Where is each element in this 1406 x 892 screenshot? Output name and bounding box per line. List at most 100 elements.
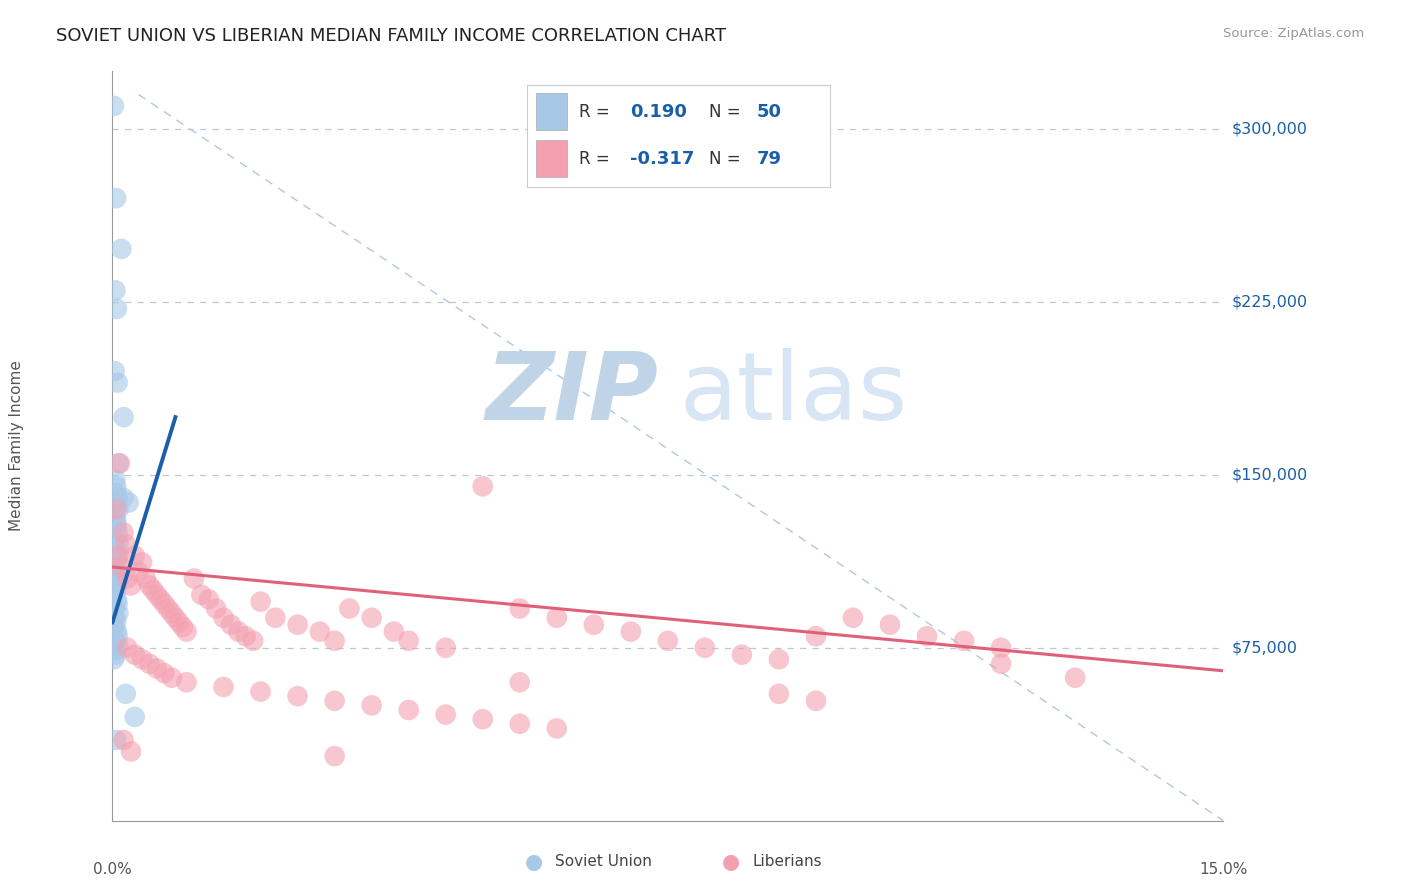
Text: atlas: atlas bbox=[679, 348, 908, 440]
Text: 79: 79 bbox=[756, 150, 782, 168]
Point bbox=[249, 684, 271, 698]
Point bbox=[135, 572, 157, 586]
Text: ZIP: ZIP bbox=[485, 348, 658, 440]
Point bbox=[103, 652, 125, 666]
Point bbox=[114, 537, 136, 551]
Point bbox=[103, 99, 125, 113]
Point bbox=[172, 620, 194, 634]
Point bbox=[138, 578, 160, 592]
Point bbox=[205, 601, 228, 615]
Point bbox=[104, 611, 127, 625]
Point bbox=[990, 657, 1012, 671]
Point bbox=[546, 722, 568, 736]
Point bbox=[212, 611, 235, 625]
Point bbox=[219, 617, 242, 632]
Point bbox=[127, 565, 149, 579]
Point bbox=[242, 633, 264, 648]
Point bbox=[323, 694, 346, 708]
Point bbox=[104, 643, 127, 657]
Point bbox=[264, 611, 287, 625]
Text: -0.317: -0.317 bbox=[630, 150, 695, 168]
Point bbox=[105, 486, 128, 500]
Point bbox=[107, 502, 129, 516]
Point bbox=[693, 640, 716, 655]
Point bbox=[360, 611, 382, 625]
Point bbox=[212, 680, 235, 694]
Point bbox=[104, 495, 127, 509]
Point bbox=[104, 633, 127, 648]
Point bbox=[804, 629, 827, 643]
Point bbox=[103, 588, 125, 602]
Bar bbox=[536, 140, 567, 177]
Point bbox=[107, 491, 129, 505]
Point bbox=[120, 578, 142, 592]
Text: Liberians: Liberians bbox=[752, 855, 823, 869]
Point bbox=[953, 633, 976, 648]
Point bbox=[131, 652, 153, 666]
Point bbox=[124, 710, 146, 724]
Point bbox=[104, 533, 127, 547]
Point bbox=[117, 572, 139, 586]
Point bbox=[105, 733, 128, 747]
Text: 50: 50 bbox=[756, 103, 782, 121]
Point bbox=[105, 624, 128, 639]
Point bbox=[157, 601, 180, 615]
Text: 0.190: 0.190 bbox=[630, 103, 688, 121]
Point bbox=[990, 640, 1012, 655]
Point bbox=[104, 569, 127, 583]
Point bbox=[114, 687, 136, 701]
Point bbox=[107, 574, 129, 588]
Text: ●: ● bbox=[723, 852, 740, 871]
Text: ●: ● bbox=[526, 852, 543, 871]
Point bbox=[768, 687, 790, 701]
Point bbox=[434, 640, 457, 655]
Point bbox=[118, 495, 141, 509]
Point bbox=[112, 491, 135, 505]
Point bbox=[398, 633, 420, 648]
Point bbox=[104, 578, 127, 592]
Text: SOVIET UNION VS LIBERIAN MEDIAN FAMILY INCOME CORRELATION CHART: SOVIET UNION VS LIBERIAN MEDIAN FAMILY I… bbox=[56, 27, 727, 45]
Point bbox=[287, 617, 309, 632]
Point bbox=[108, 456, 131, 470]
Point bbox=[582, 617, 605, 632]
Point bbox=[183, 572, 205, 586]
Bar bbox=[536, 93, 567, 130]
Point bbox=[112, 733, 135, 747]
Point bbox=[105, 301, 128, 316]
Point bbox=[107, 376, 129, 390]
Point bbox=[153, 666, 176, 681]
Point bbox=[339, 601, 361, 615]
Point bbox=[176, 675, 198, 690]
Point bbox=[620, 624, 643, 639]
Text: R =: R = bbox=[579, 150, 609, 168]
Point bbox=[104, 364, 127, 378]
Point bbox=[107, 606, 129, 620]
Point bbox=[153, 597, 176, 611]
Point bbox=[235, 629, 257, 643]
Point bbox=[112, 525, 135, 540]
Point bbox=[434, 707, 457, 722]
Text: 15.0%: 15.0% bbox=[1199, 863, 1247, 877]
Point bbox=[105, 502, 128, 516]
Point bbox=[190, 588, 212, 602]
Text: R =: R = bbox=[579, 103, 609, 121]
Point bbox=[657, 633, 679, 648]
Point bbox=[1064, 671, 1087, 685]
Text: Source: ZipAtlas.com: Source: ZipAtlas.com bbox=[1223, 27, 1364, 40]
Point bbox=[146, 588, 169, 602]
Text: $150,000: $150,000 bbox=[1232, 467, 1309, 483]
Point bbox=[107, 525, 129, 540]
Point bbox=[104, 541, 127, 556]
Point bbox=[107, 537, 129, 551]
Point bbox=[124, 648, 146, 662]
Point bbox=[323, 749, 346, 764]
Point bbox=[107, 597, 129, 611]
Point bbox=[110, 560, 132, 574]
Point bbox=[471, 712, 494, 726]
Point bbox=[546, 611, 568, 625]
Point bbox=[110, 242, 132, 256]
Point bbox=[382, 624, 405, 639]
Point bbox=[471, 479, 494, 493]
Point bbox=[287, 689, 309, 703]
Point bbox=[105, 592, 128, 607]
